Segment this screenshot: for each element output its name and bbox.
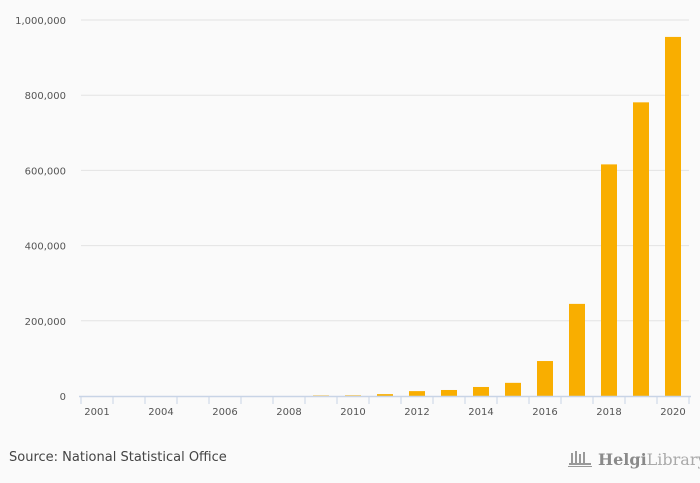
bar-2017 bbox=[569, 303, 585, 396]
x-tick-label: 2001 bbox=[84, 407, 109, 418]
library-logo-icon bbox=[568, 451, 592, 467]
y-tick-label: 600,000 bbox=[25, 166, 66, 177]
x-tick-label: 2018 bbox=[596, 407, 621, 418]
y-tick-label: 200,000 bbox=[25, 317, 66, 328]
x-tick-label: 2006 bbox=[212, 407, 237, 418]
bar-2020 bbox=[665, 36, 681, 397]
bar-chart: 0 200,000 400,000 600,000 800,000 1,000,000 20… bbox=[15, 16, 691, 418]
bar-2018 bbox=[601, 164, 617, 396]
bar-2010 bbox=[345, 395, 361, 396]
x-tick-label: 2004 bbox=[148, 407, 173, 418]
y-tick-label: 1,000,000 bbox=[15, 16, 66, 27]
bar-2015 bbox=[505, 382, 521, 396]
x-tick-label: 2010 bbox=[340, 407, 365, 418]
bar-2013 bbox=[441, 389, 457, 396]
bar-2016 bbox=[537, 361, 553, 396]
bar-2014 bbox=[473, 386, 489, 396]
source-note: Source: National Statistical Office bbox=[9, 450, 227, 465]
bar-2012 bbox=[409, 391, 425, 396]
bar-2009 bbox=[313, 395, 329, 396]
x-tick-label: 2020 bbox=[660, 407, 685, 418]
x-tick-label: 2014 bbox=[468, 407, 493, 418]
x-tick-label: 2008 bbox=[276, 407, 301, 418]
x-tick-label: 2012 bbox=[404, 407, 429, 418]
helgi-library-logo: HelgiLibrary. bbox=[568, 449, 700, 469]
y-tick-label: 0 bbox=[60, 392, 66, 403]
bar-2019 bbox=[633, 102, 649, 397]
bar-2011 bbox=[377, 394, 393, 396]
y-tick-label: 400,000 bbox=[25, 242, 66, 253]
y-tick-label: 800,000 bbox=[25, 91, 66, 102]
x-tick-label: 2016 bbox=[532, 407, 557, 418]
